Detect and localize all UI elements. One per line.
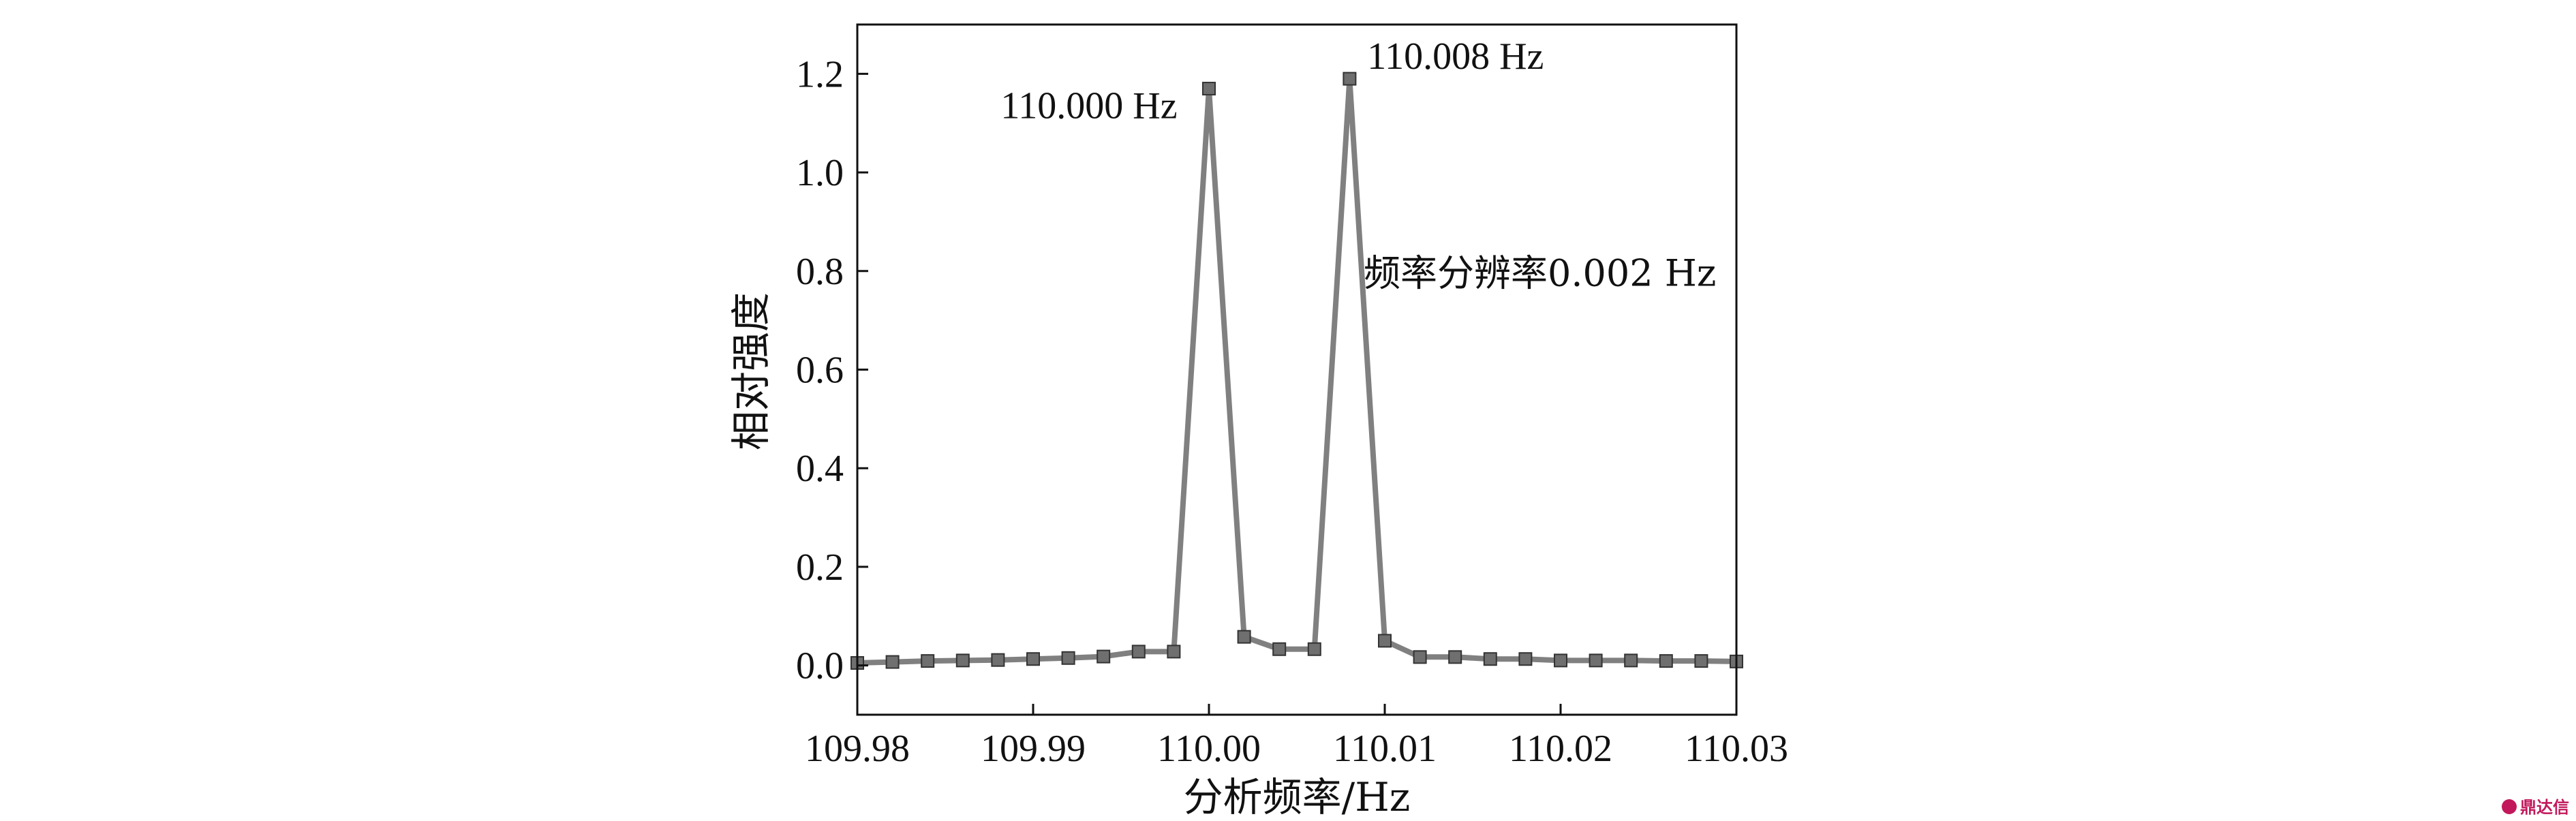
data-point-marker [1307, 642, 1321, 656]
data-point-marker [1026, 652, 1040, 666]
x-tick-label: 110.03 [1685, 728, 1788, 770]
data-point-marker [1378, 634, 1392, 648]
data-point-marker [991, 653, 1005, 667]
annotation-label: 频率分辨率0.002 Hz [1364, 251, 1716, 294]
plot-area: 110.000 Hz 110.008 Hz 频率分辨率0.002 Hz [850, 35, 1743, 670]
data-point-marker [1659, 654, 1673, 668]
y-axis-title: 相对强度 [728, 292, 774, 450]
data-point-marker [1061, 651, 1075, 665]
watermark-text: 鼎达信 [2520, 798, 2569, 817]
watermark-icon [2502, 799, 2517, 814]
data-point-marker [1624, 653, 1638, 668]
data-point-marker [1589, 653, 1603, 668]
plot-frame [856, 23, 1738, 716]
data-point-marker [1097, 649, 1111, 664]
annotation-label: 110.008 Hz [1367, 35, 1544, 78]
x-tick-label: 109.98 [805, 728, 910, 770]
data-point-marker [885, 655, 900, 669]
data-point-marker [1202, 82, 1216, 96]
axis-ticks: 109.98 109.99 110.00 110.01 110.02 110.03 0.0 0… [796, 53, 1788, 770]
x-axis-title: 分析频率/Hz [1184, 774, 1411, 820]
y-tick-label: 0.4 [796, 448, 844, 490]
data-point-marker [955, 653, 970, 668]
y-tick-label: 0.0 [796, 645, 844, 687]
y-tick-label: 0.2 [796, 546, 844, 589]
y-tick-label: 1.0 [796, 152, 844, 194]
annotation-label: 110.000 Hz [1000, 84, 1177, 127]
data-point-marker [1448, 650, 1462, 664]
y-tick-label: 1.2 [796, 53, 844, 95]
data-point-marker [1483, 652, 1497, 666]
series-line [857, 76, 1737, 666]
data-point-marker [921, 654, 935, 668]
data-point-marker [1237, 630, 1251, 644]
data-point-marker [1167, 645, 1181, 659]
y-tick-label: 0.6 [796, 350, 844, 392]
y-tick-label: 0.8 [796, 251, 844, 293]
x-tick-label: 109.99 [981, 728, 1086, 770]
data-point-marker [1343, 72, 1357, 86]
x-tick-label: 110.01 [1333, 728, 1437, 770]
x-tick-label: 110.02 [1509, 728, 1612, 770]
data-point-marker [1272, 642, 1287, 656]
data-point-marker [1413, 650, 1427, 664]
data-point-marker [1131, 645, 1146, 659]
watermark-logo: 鼎达信 [2502, 798, 2569, 817]
data-point-marker [1518, 652, 1533, 666]
x-tick-label: 110.00 [1157, 728, 1261, 770]
data-point-marker [1554, 653, 1567, 668]
data-point-marker [1694, 654, 1708, 668]
